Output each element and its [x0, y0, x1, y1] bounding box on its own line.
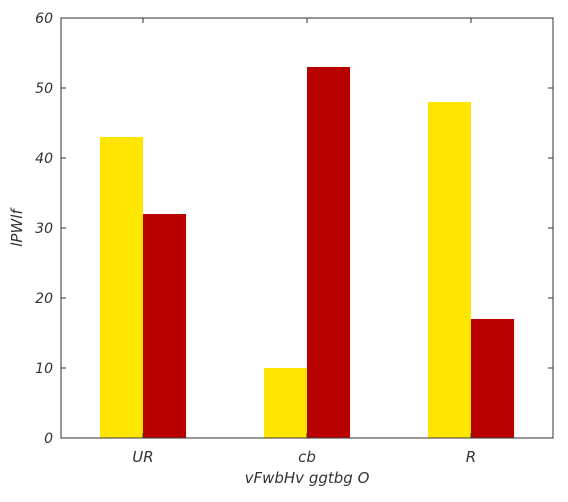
x-tick-label: R — [466, 448, 476, 466]
bars-group — [99, 67, 515, 438]
x-axis-label: vFwbHv ggtbg O — [245, 469, 370, 487]
x-tick-label: cb — [298, 448, 316, 466]
bar-cb-s2 — [307, 67, 351, 438]
y-tick-label: 30 — [35, 221, 53, 237]
y-axis: 0 10 20 30 40 50 60 — [35, 11, 553, 447]
y-axis-label: lPWlf — [8, 207, 26, 247]
y-tick-label: 60 — [35, 11, 53, 27]
y-tick-label: 50 — [35, 81, 53, 97]
y-tick-label: 0 — [44, 431, 53, 447]
bar-R-s1 — [427, 102, 471, 438]
y-tick-label: 10 — [35, 361, 53, 377]
bar-cb-s1 — [263, 368, 307, 438]
x-tick-label: UR — [132, 448, 153, 466]
x-axis: UR cb R — [132, 18, 476, 466]
y-tick-label: 40 — [35, 151, 53, 167]
bar-R-s2 — [471, 319, 515, 438]
bar-UR-s1 — [99, 137, 143, 438]
bar-UR-s2 — [143, 214, 187, 438]
y-tick-label: 20 — [35, 291, 53, 307]
